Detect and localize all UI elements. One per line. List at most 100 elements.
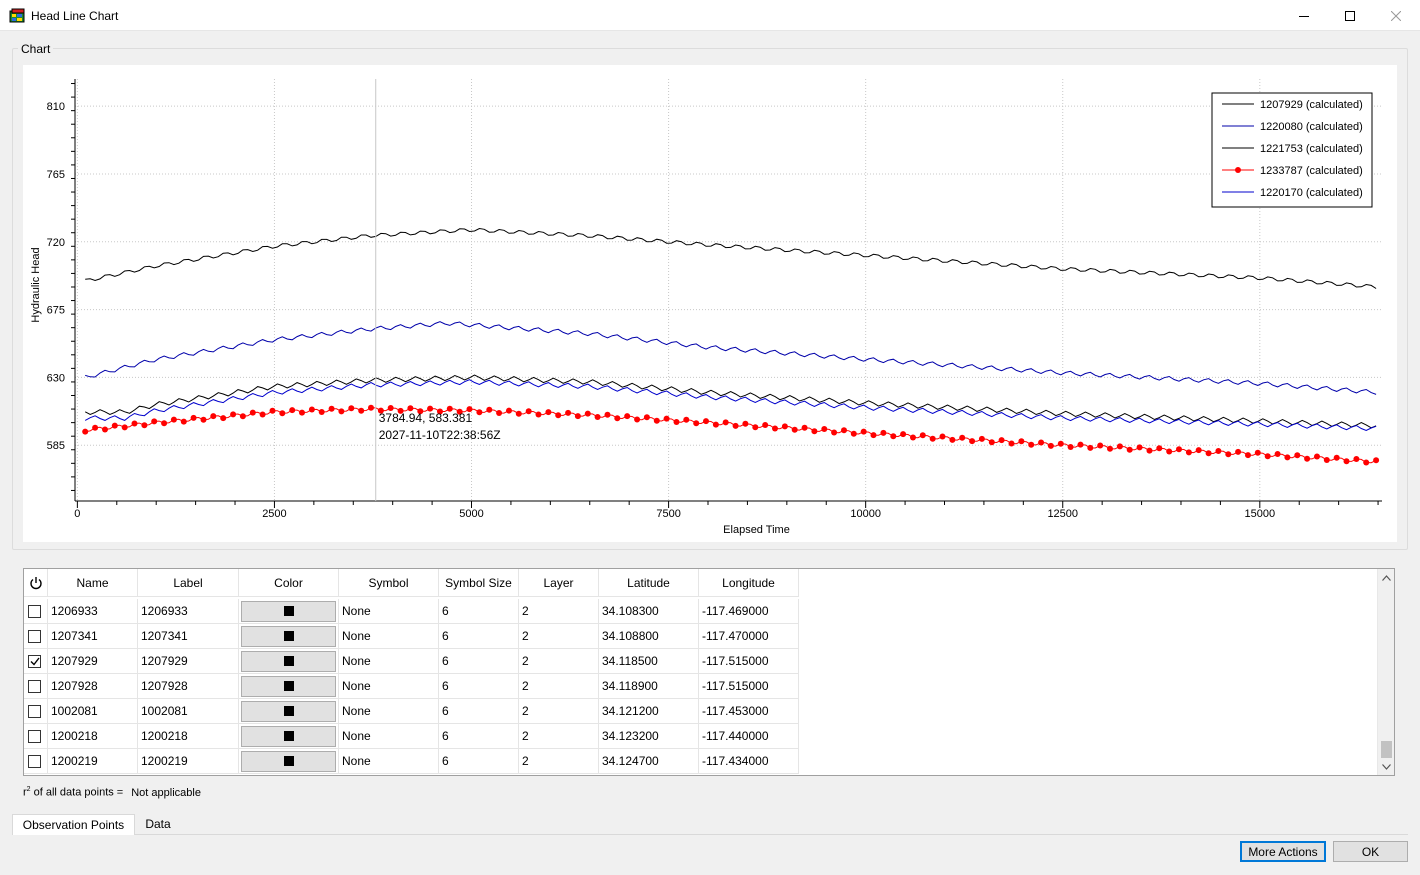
series-point[interactable]: [1028, 441, 1035, 448]
series-point[interactable]: [121, 424, 128, 431]
series-point[interactable]: [978, 435, 985, 442]
series-point[interactable]: [1274, 451, 1281, 457]
series-point[interactable]: [703, 418, 709, 425]
visibility-checkbox[interactable]: [28, 679, 41, 693]
latitude-cell[interactable]: 34.123200: [599, 724, 699, 749]
series-point[interactable]: [318, 409, 325, 415]
label-cell[interactable]: 1200218: [138, 724, 239, 749]
series-point[interactable]: [801, 424, 808, 431]
maximize-button[interactable]: [1327, 0, 1373, 31]
tab-observation-points[interactable]: Observation Points: [12, 814, 135, 835]
series-point[interactable]: [929, 435, 936, 442]
series-point[interactable]: [574, 413, 581, 420]
series-point[interactable]: [772, 425, 778, 432]
series-point[interactable]: [427, 405, 434, 412]
series-point[interactable]: [1304, 455, 1311, 462]
series-point[interactable]: [299, 409, 305, 416]
symbol-cell[interactable]: None: [339, 649, 439, 674]
series-point[interactable]: [732, 422, 739, 429]
label-cell[interactable]: 1207929: [138, 649, 239, 674]
series-point[interactable]: [1225, 451, 1232, 458]
close-button[interactable]: [1373, 0, 1419, 31]
column-header-name[interactable]: Name: [48, 569, 138, 597]
layer-cell[interactable]: 2: [519, 749, 599, 774]
series-line[interactable]: [85, 407, 1377, 464]
layer-cell[interactable]: 2: [519, 599, 599, 624]
series-point[interactable]: [141, 422, 148, 429]
observation-points-table[interactable]: Name Label Color Symbol Symbol Size Laye…: [23, 568, 1395, 776]
series-point[interactable]: [1176, 446, 1182, 453]
label-cell[interactable]: 1200219: [138, 749, 239, 774]
series-point[interactable]: [1195, 447, 1202, 454]
color-picker-button[interactable]: [241, 750, 336, 772]
scroll-up-button[interactable]: [1378, 569, 1395, 586]
series-point[interactable]: [831, 429, 838, 436]
column-header-latitude[interactable]: Latitude: [599, 569, 699, 597]
series-point[interactable]: [988, 439, 995, 446]
symbol-cell[interactable]: None: [339, 699, 439, 724]
series-point[interactable]: [368, 404, 374, 411]
column-header-layer[interactable]: Layer: [519, 569, 599, 597]
symbol-cell[interactable]: None: [339, 674, 439, 699]
layer-cell[interactable]: 2: [519, 699, 599, 724]
symbol-cell[interactable]: None: [339, 599, 439, 624]
table-row[interactable]: 1206933 1206933 None 6 2 34.108300 -117.469000: [24, 599, 799, 624]
latitude-cell[interactable]: 34.118900: [599, 674, 699, 699]
series-point[interactable]: [1087, 444, 1094, 451]
series-point[interactable]: [1008, 440, 1015, 447]
series-point[interactable]: [1156, 445, 1163, 452]
series-point[interactable]: [1185, 449, 1192, 456]
series-point[interactable]: [1057, 440, 1064, 447]
series-point[interactable]: [919, 432, 926, 439]
visibility-checkbox[interactable]: [28, 704, 41, 718]
series-point[interactable]: [1136, 444, 1143, 451]
series-point[interactable]: [180, 418, 187, 425]
series-point[interactable]: [220, 415, 227, 422]
column-header-symbol-size[interactable]: Symbol Size: [439, 569, 519, 597]
series-point[interactable]: [584, 410, 591, 417]
ok-button[interactable]: OK: [1333, 841, 1408, 862]
series-point[interactable]: [131, 420, 138, 427]
series-point[interactable]: [762, 422, 769, 428]
label-cell[interactable]: 1207341: [138, 624, 239, 649]
series-point[interactable]: [111, 422, 118, 429]
series-point[interactable]: [190, 414, 197, 421]
series-point[interactable]: [870, 432, 877, 439]
series-point[interactable]: [151, 418, 158, 425]
series-point[interactable]: [821, 426, 828, 432]
series-point[interactable]: [781, 423, 788, 430]
series-point[interactable]: [1284, 454, 1291, 461]
series-point[interactable]: [624, 413, 631, 420]
series-point[interactable]: [407, 405, 414, 412]
series-point[interactable]: [446, 405, 453, 412]
column-header-color[interactable]: Color: [239, 569, 339, 597]
series-point[interactable]: [1323, 457, 1330, 463]
series-point[interactable]: [1314, 453, 1320, 460]
series-point[interactable]: [102, 426, 108, 433]
layer-cell[interactable]: 2: [519, 724, 599, 749]
series-point[interactable]: [1166, 448, 1173, 455]
tab-data[interactable]: Data: [135, 814, 181, 834]
series-point[interactable]: [900, 431, 907, 438]
color-picker-button[interactable]: [241, 700, 336, 722]
latitude-cell[interactable]: 34.108300: [599, 599, 699, 624]
table-row[interactable]: 1200219 1200219 None 6 2 34.124700 -117.434000: [24, 749, 799, 774]
series-point[interactable]: [210, 413, 217, 420]
series-point[interactable]: [239, 413, 246, 420]
series-point[interactable]: [1353, 456, 1360, 462]
longitude-cell[interactable]: -117.515000: [699, 649, 799, 674]
series-point[interactable]: [1097, 442, 1104, 449]
series-point[interactable]: [170, 416, 177, 423]
minimize-button[interactable]: [1281, 0, 1327, 31]
series-point[interactable]: [1363, 459, 1370, 466]
series-point[interactable]: [456, 408, 463, 415]
visibility-checkbox[interactable]: [28, 629, 41, 643]
series-point[interactable]: [683, 416, 690, 423]
toggle-all-button[interactable]: [24, 569, 48, 597]
series-point[interactable]: [200, 416, 207, 423]
series-point[interactable]: [1205, 450, 1212, 457]
series-point[interactable]: [1146, 447, 1153, 454]
series-point[interactable]: [1038, 439, 1045, 446]
series-point[interactable]: [1373, 457, 1380, 464]
series-point[interactable]: [693, 420, 700, 427]
